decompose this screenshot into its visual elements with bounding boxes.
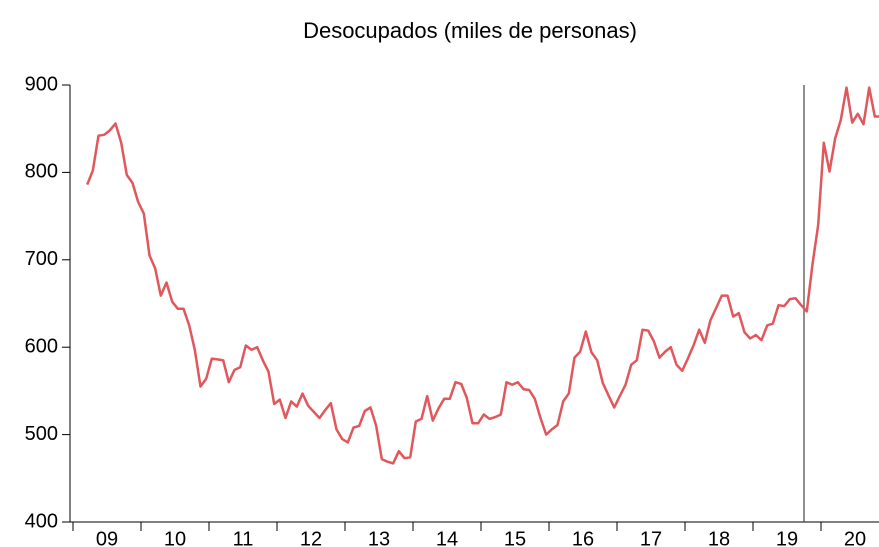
y-tick-label: 800: [25, 161, 58, 183]
x-tick-label: 16: [572, 528, 594, 547]
x-tick-label: 15: [504, 528, 526, 547]
x-tick-label: 11: [233, 528, 254, 547]
y-tick-label: 400: [25, 510, 58, 532]
x-tick-label: 10: [164, 528, 186, 547]
x-tick-label: 17: [640, 528, 662, 547]
x-tick-label: 20: [844, 528, 866, 547]
y-tick-label: 900: [25, 73, 58, 95]
y-tick-label: 600: [25, 335, 58, 357]
chart-title: Desocupados (miles de personas): [303, 18, 637, 43]
x-tick-label: 19: [776, 528, 798, 547]
data-line: [86, 86, 879, 465]
y-tick-label: 700: [25, 248, 58, 270]
y-tick-label: 500: [25, 423, 58, 445]
x-tick-label: 09: [96, 528, 118, 547]
x-tick-label: 13: [368, 528, 390, 547]
x-tick-label: 12: [300, 528, 322, 547]
x-tick-label: 14: [436, 528, 458, 547]
x-tick-label: 18: [708, 528, 730, 547]
